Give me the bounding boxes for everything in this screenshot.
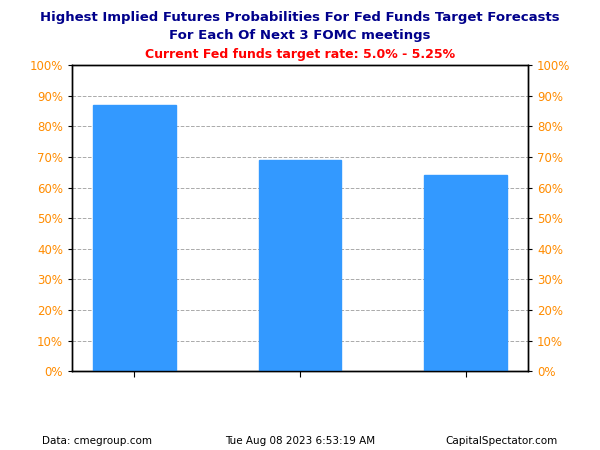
Bar bbox=[259, 160, 341, 371]
Text: Highest Implied Futures Probabilities For Fed Funds Target Forecasts: Highest Implied Futures Probabilities Fo… bbox=[40, 11, 560, 24]
Text: Tue Aug 08 2023 6:53:19 AM: Tue Aug 08 2023 6:53:19 AM bbox=[225, 436, 375, 446]
Text: Current Fed funds target rate: 5.0% - 5.25%: Current Fed funds target rate: 5.0% - 5.… bbox=[145, 48, 455, 61]
Bar bbox=[93, 105, 176, 371]
Text: For Each Of Next 3 FOMC meetings: For Each Of Next 3 FOMC meetings bbox=[169, 29, 431, 42]
Bar bbox=[424, 176, 507, 371]
Text: CapitalSpectator.com: CapitalSpectator.com bbox=[446, 436, 558, 446]
Text: Data: cmegroup.com: Data: cmegroup.com bbox=[42, 436, 152, 446]
